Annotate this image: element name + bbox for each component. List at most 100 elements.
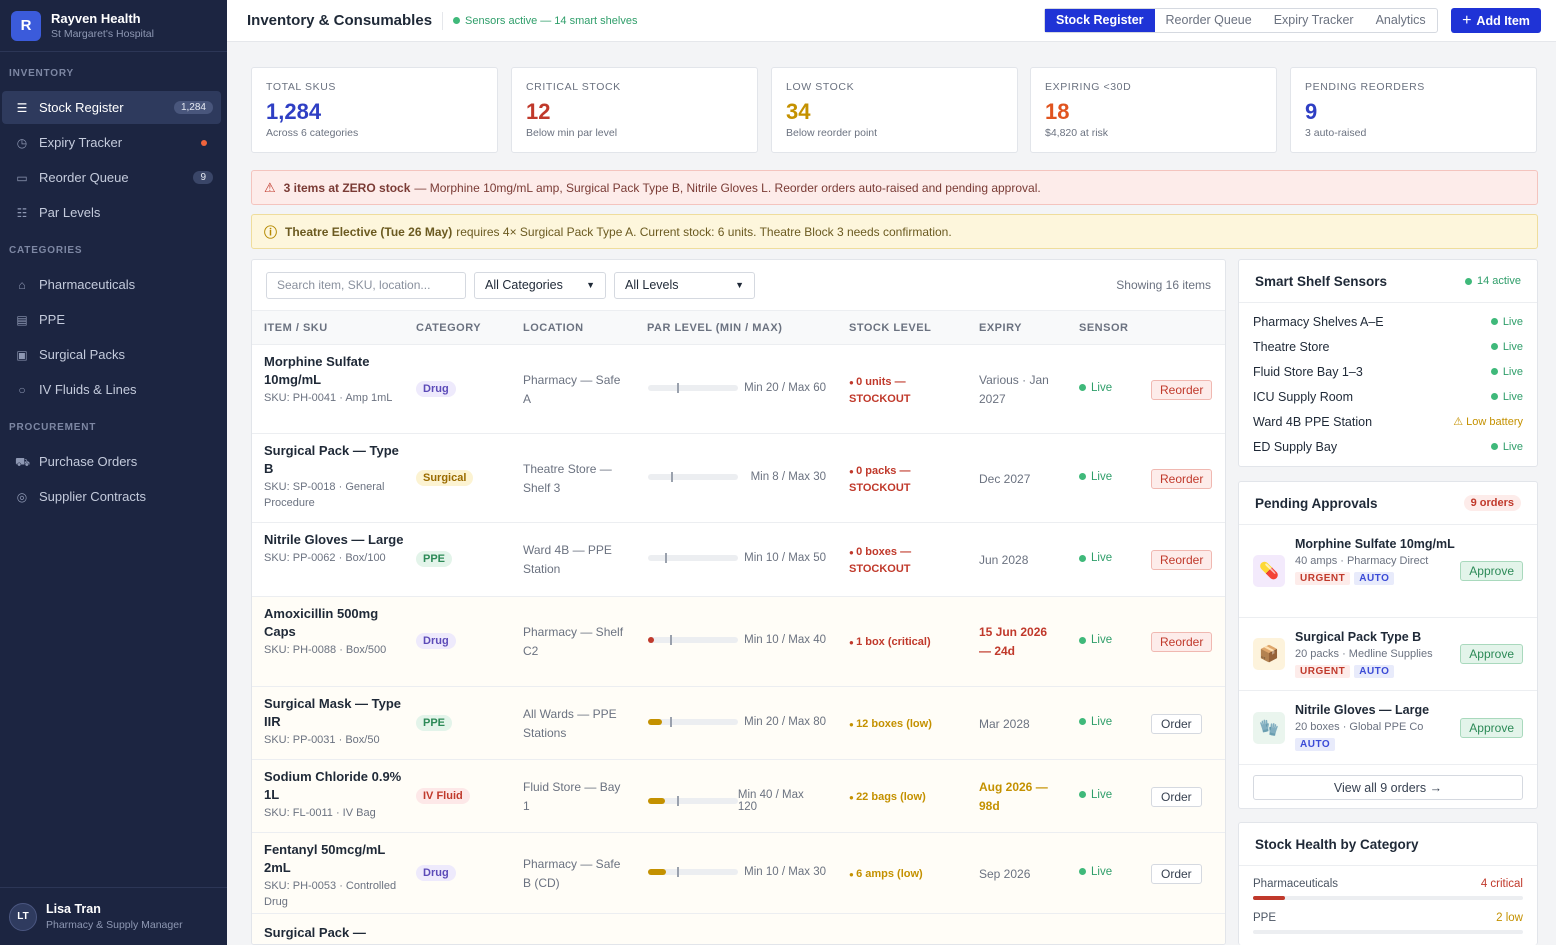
approval-item-detail: 20 packs · Medline Supplies	[1295, 648, 1433, 660]
health-row[interactable]: PPE 2 low	[1239, 912, 1537, 934]
pharmacy-icon: ⌂	[18, 277, 26, 292]
sensor-row[interactable]: Fluid Store Bay 1–3 Live	[1239, 359, 1537, 384]
divider	[442, 11, 444, 30]
reorder-button[interactable]: Reorder	[1151, 379, 1213, 400]
stock-bar-fill	[648, 797, 665, 804]
approval-item[interactable]: 🧤 Nitrile Gloves — Large 20 boxes · Global…	[1239, 691, 1537, 765]
sidebar-item-par-levels[interactable]: ☷ Par Levels	[2, 196, 221, 229]
sidebar-item-expiry-tracker[interactable]: ◷ Expiry Tracker	[2, 126, 221, 159]
table-row[interactable]: Sodium Chloride 0.9% 1L SKU: FL-0011 · IV…	[252, 760, 1225, 833]
col-category[interactable]: CATEGORY	[416, 321, 482, 334]
item-sku: SKU: PH-0088 · Box/500	[264, 644, 387, 656]
item-name[interactable]: Surgical Pack —	[264, 925, 366, 940]
status-dot-icon	[1464, 277, 1472, 285]
table-row[interactable]: Nitrile Gloves — Large SKU: PP-0062 · Box…	[252, 523, 1225, 597]
pack-icon: ▣	[16, 347, 28, 362]
item-name[interactable]: Surgical Pack — Type B	[264, 443, 399, 476]
col-stock-level[interactable]: STOCK LEVEL	[849, 321, 932, 334]
sensor-row[interactable]: Pharmacy Shelves A–E Live	[1239, 309, 1537, 334]
table-row[interactable]: Amoxicillin 500mg Caps SKU: PH-0088 · Box…	[252, 597, 1225, 687]
sensor-row[interactable]: Ward 4B PPE Station ⚠ Low battery	[1239, 409, 1537, 434]
brand[interactable]: R Rayven Health St Margaret's Hospital	[0, 0, 227, 52]
tab-expiry-tracker[interactable]: Expiry Tracker	[1273, 13, 1354, 27]
sidebar-item-pharmaceuticals[interactable]: ⌂ Pharmaceuticals	[2, 268, 221, 301]
min-level-marker	[665, 553, 667, 563]
urgent-tag: URGENT	[1295, 665, 1351, 678]
stat-value: 18	[1045, 99, 1070, 124]
order-button[interactable]: Order	[1151, 713, 1202, 734]
view-tabs: Stock Register Reorder Queue Expiry Trac…	[1044, 8, 1438, 33]
col-sensor[interactable]: SENSOR	[1079, 321, 1129, 334]
table-row[interactable]: Fentanyl 50mcg/mL 2mL SKU: PH-0053 · Cont…	[252, 833, 1225, 914]
tab-stock-register[interactable]: Stock Register	[1045, 9, 1155, 32]
table-row[interactable]: Morphine Sulfate 10mg/mL SKU: PH-0041 · A…	[252, 345, 1225, 434]
stock-level-text: 12 boxes (low)	[856, 717, 932, 730]
category-pill: PPE	[416, 714, 453, 731]
sidebar-item-ppe[interactable]: ▤ PPE	[2, 303, 221, 336]
reorder-button[interactable]: Reorder	[1151, 468, 1213, 489]
view-all-orders-button[interactable]: View all 9 orders →	[1253, 775, 1523, 800]
tab-reorder-queue[interactable]: Reorder Queue	[1165, 13, 1252, 27]
glove-icon: 🧤	[1253, 711, 1285, 744]
sensor-row[interactable]: Theatre Store Live	[1239, 334, 1537, 359]
item-name[interactable]: Sodium Chloride 0.9% 1L	[264, 769, 402, 802]
search-input[interactable]	[266, 271, 466, 299]
table-row[interactable]: Surgical Pack —	[252, 914, 1225, 944]
par-level-text: Min 10 / Max 40	[744, 634, 826, 646]
sidebar-item-label: Stock Register	[39, 100, 124, 115]
filter-bar: All Categories ▼ All Levels ▼ Showing 16…	[252, 260, 1225, 310]
category-select[interactable]: All Categories ▼	[474, 271, 606, 299]
sidebar-item-stock-register[interactable]: ☰ Stock Register 1,284	[2, 91, 221, 124]
order-button[interactable]: Order	[1151, 786, 1202, 807]
zero-stock-alert: ⚠ 3 items at ZERO stock — Morphine 10mg/…	[251, 170, 1538, 205]
item-name[interactable]: Fentanyl 50mcg/mL 2mL	[264, 842, 386, 875]
sensor-status-text: Live	[1091, 788, 1113, 801]
approval-item[interactable]: 💊 Morphine Sulfate 10mg/mL 40 amps · Pharm…	[1239, 525, 1537, 618]
stat-value: 34	[786, 99, 811, 124]
add-item-button[interactable]: + Add Item	[1451, 8, 1541, 33]
drop-icon: ○	[18, 382, 26, 397]
approve-button[interactable]: Approve	[1460, 717, 1523, 738]
approve-button[interactable]: Approve	[1460, 644, 1523, 664]
ppe-icon: ▤	[16, 312, 28, 327]
item-name[interactable]: Nitrile Gloves — Large	[264, 532, 404, 547]
sidebar-item-supplier-contracts[interactable]: ◎ Supplier Contracts	[2, 480, 221, 513]
sidebar-item-reorder-queue[interactable]: ▭ Reorder Queue 9	[2, 161, 221, 194]
approve-button[interactable]: Approve	[1460, 561, 1523, 581]
sensor-cell: Live	[1079, 634, 1112, 646]
sidebar-item-iv-fluids[interactable]: ○ IV Fluids & Lines	[2, 373, 221, 406]
approval-item-name: Surgical Pack Type B	[1295, 630, 1422, 644]
col-location[interactable]: LOCATION	[523, 321, 584, 334]
item-name[interactable]: Amoxicillin 500mg Caps	[264, 606, 379, 639]
box-icon: 📦	[1253, 638, 1285, 670]
reorder-button[interactable]: Reorder	[1151, 632, 1213, 652]
status-dot-icon: ●	[849, 869, 857, 879]
stat-subtext: Below reorder point	[786, 127, 878, 139]
sensor-row[interactable]: ED Supply Bay Live	[1239, 434, 1537, 459]
approval-item[interactable]: 📦 Surgical Pack Type B 20 packs · Medline …	[1239, 618, 1537, 691]
col-item[interactable]: ITEM / SKU	[264, 321, 328, 334]
health-row[interactable]: Pharmaceuticals 4 critical	[1239, 878, 1537, 900]
sensor-row[interactable]: ICU Supply Room Live	[1239, 384, 1537, 409]
col-expiry[interactable]: EXPIRY	[979, 321, 1022, 334]
sidebar-item-surgical-packs[interactable]: ▣ Surgical Packs	[2, 338, 221, 371]
category-cell: Drug	[416, 864, 456, 881]
table-row[interactable]: Surgical Pack — Type B SKU: SP-0018 · Gen…	[252, 434, 1225, 523]
item-cell: Sodium Chloride 0.9% 1L SKU: FL-0011 · IV…	[264, 768, 404, 821]
user-name: Lisa Tran	[46, 902, 101, 916]
panel-header: Stock Health by Category	[1239, 823, 1537, 866]
item-name[interactable]: Morphine Sulfate 10mg/mL	[264, 354, 370, 387]
sensor-status-text: Live	[1502, 365, 1523, 378]
reorder-button[interactable]: Reorder	[1151, 550, 1213, 570]
sidebar-item-purchase-orders[interactable]: ⛟ Purchase Orders	[2, 445, 221, 478]
level-select[interactable]: All Levels ▼	[614, 271, 755, 299]
table-row[interactable]: Surgical Mask — Type IIR SKU: PP-0031 · B…	[252, 687, 1225, 760]
nav-section-procurement: PROCUREMENT	[9, 422, 97, 433]
item-name[interactable]: Surgical Mask — Type IIR	[264, 696, 402, 729]
location-cell: Fluid Store — Bay 1	[523, 779, 621, 813]
col-par-level[interactable]: PAR LEVEL (MIN / MAX)	[647, 321, 783, 334]
location-cell: Pharmacy — Safe A	[523, 372, 621, 406]
user-profile[interactable]: LT Lisa Tran Pharmacy & Supply Manager	[0, 887, 227, 945]
order-button[interactable]: Order	[1151, 863, 1202, 884]
tab-analytics[interactable]: Analytics	[1375, 13, 1426, 27]
